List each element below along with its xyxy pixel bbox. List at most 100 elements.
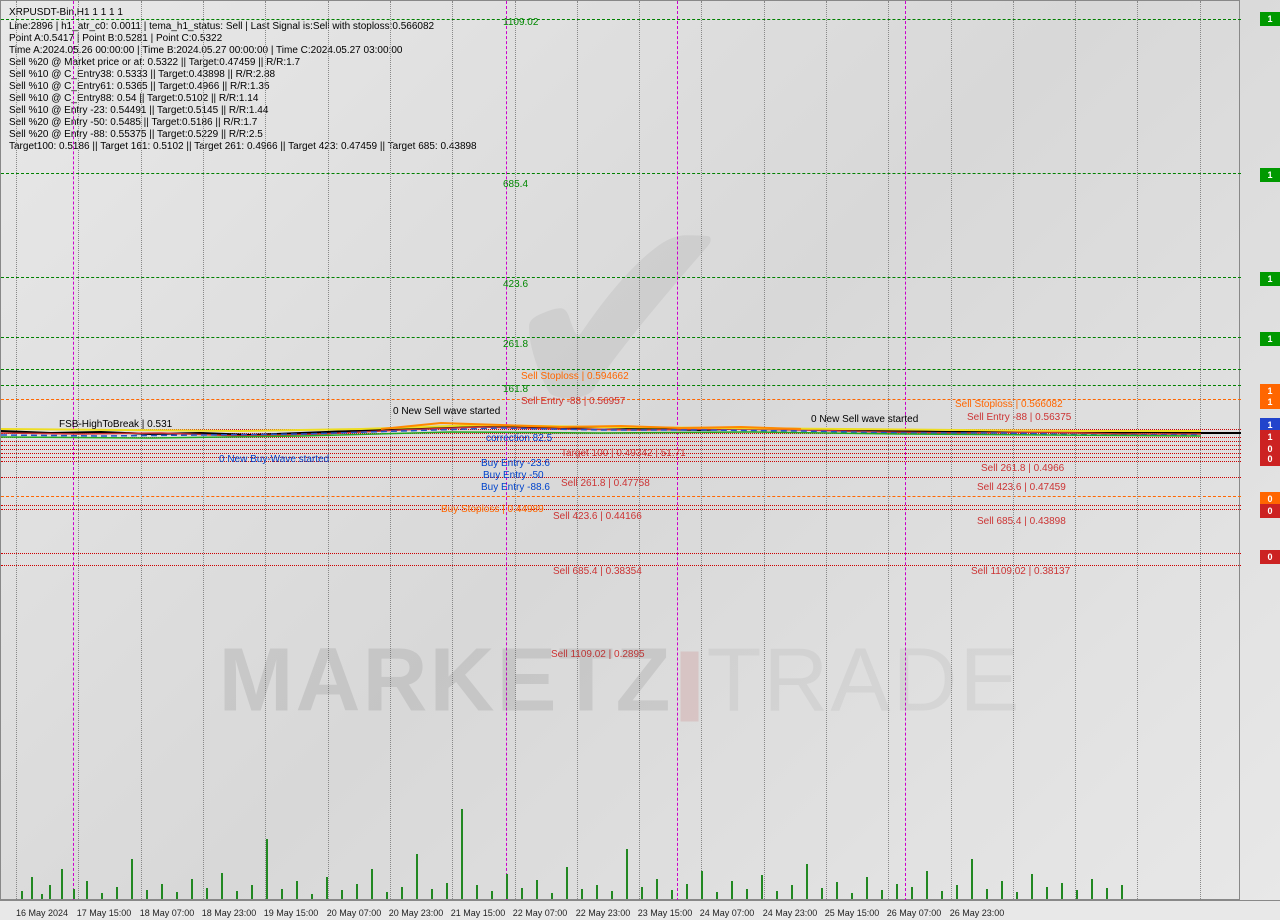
- time-axis-tick: 20 May 23:00: [389, 908, 444, 918]
- volume-bar: [461, 809, 463, 899]
- chart-annotation: correction 82.5: [486, 433, 552, 444]
- time-gridline: [141, 1, 142, 901]
- volume-bar: [49, 885, 51, 899]
- chart-annotation: Target 100 | 0.49342 | 51.71: [561, 448, 686, 459]
- info-line: Sell %10 @ C_Entry88: 0.54 || Target:0.5…: [9, 93, 258, 104]
- info-line: Target100: 0.5186 || Target 161: 0.5102 …: [9, 141, 477, 152]
- volume-bar: [911, 887, 913, 899]
- volume-bar: [86, 881, 88, 899]
- volume-bar: [341, 890, 343, 899]
- price-axis-badge: 1: [1260, 12, 1280, 26]
- time-gridline: [1200, 1, 1201, 901]
- volume-bar: [1001, 881, 1003, 899]
- fib-level-label: 261.8: [503, 339, 528, 350]
- time-axis-tick: 18 May 07:00: [140, 908, 195, 918]
- volume-bar: [1061, 883, 1063, 899]
- volume-bar: [761, 875, 763, 899]
- volume-bar: [1091, 879, 1093, 899]
- volume-bar: [791, 885, 793, 899]
- time-axis-tick: 17 May 15:00: [77, 908, 132, 918]
- chart-annotation: 0 New Sell wave started: [393, 406, 500, 417]
- fib-level-label: 423.6: [503, 279, 528, 290]
- time-gridline: [826, 1, 827, 901]
- price-axis-badge: 0: [1260, 504, 1280, 518]
- volume-bar: [986, 889, 988, 899]
- volume-bar: [146, 890, 148, 899]
- volume-bar: [611, 891, 613, 899]
- volume-bar: [641, 887, 643, 899]
- fib-level-line: [1, 173, 1241, 174]
- time-axis: 16 May 202417 May 15:0018 May 07:0018 Ma…: [0, 900, 1280, 920]
- volume-bar: [476, 885, 478, 899]
- volume-bar: [581, 889, 583, 899]
- volume-bar: [73, 889, 75, 899]
- info-line: Sell %20 @ Entry -50: 0.5485 || Target:0…: [9, 117, 257, 128]
- volume-bar: [191, 879, 193, 899]
- chart-annotation: Buy Entry -50: [483, 470, 544, 481]
- volume-bar: [926, 871, 928, 899]
- volume-bar: [626, 849, 628, 899]
- volume-bar: [656, 879, 658, 899]
- price-axis-badge: 0: [1260, 550, 1280, 564]
- chart-annotation: Sell 261.8 | 0.4966: [981, 463, 1064, 474]
- volume-bar: [566, 867, 568, 899]
- volume-bar: [776, 891, 778, 899]
- volume-bar: [161, 884, 163, 899]
- volume-bar: [311, 894, 313, 899]
- fib-level-line: [1, 369, 1241, 370]
- time-gridline: [16, 1, 17, 901]
- time-gridline: [390, 1, 391, 901]
- chart-annotation: Sell Stoploss | 0.594662: [521, 371, 629, 382]
- session-marker-line: [506, 1, 507, 901]
- session-marker-line: [905, 1, 906, 901]
- chart-area[interactable]: ✔ XRPUSDT-Bin,H1 1 1 1 1 Line:2896 | h1_…: [0, 0, 1240, 900]
- chart-annotation: Buy Entry -88.6: [481, 482, 550, 493]
- time-gridline: [265, 1, 266, 901]
- volume-bar: [731, 881, 733, 899]
- volume-bar: [596, 885, 598, 899]
- volume-bar: [521, 888, 523, 899]
- price-axis-badge: 1: [1260, 168, 1280, 182]
- time-gridline: [452, 1, 453, 901]
- volume-bar: [551, 893, 553, 899]
- time-gridline: [328, 1, 329, 901]
- volume-bar: [686, 884, 688, 899]
- stoploss-line: [1, 496, 1241, 497]
- volume-bar: [836, 882, 838, 899]
- time-gridline: [764, 1, 765, 901]
- volume-bar: [536, 880, 538, 899]
- price-indicator-band: [1, 421, 1241, 441]
- volume-bar: [131, 859, 133, 899]
- volume-bar: [821, 888, 823, 899]
- chart-annotation: Sell 423.6 | 0.47459: [977, 482, 1066, 493]
- volume-bar: [236, 891, 238, 899]
- volume-bar: [746, 889, 748, 899]
- time-gridline: [1137, 1, 1138, 901]
- volume-bar: [401, 887, 403, 899]
- fib-level-line: [1, 19, 1241, 20]
- fib-level-line: [1, 385, 1241, 386]
- time-axis-tick: 24 May 23:00: [763, 908, 818, 918]
- chart-annotation: Sell 685.4 | 0.43898: [977, 516, 1066, 527]
- price-axis-badge: 1: [1260, 332, 1280, 346]
- info-line: Time A:2024.05.26 00:00:00 | Time B:2024…: [9, 45, 402, 56]
- volume-bar: [866, 877, 868, 899]
- volume-bar: [1106, 888, 1108, 899]
- time-axis-tick: 19 May 15:00: [264, 908, 319, 918]
- volume-bar: [1016, 892, 1018, 899]
- time-axis-tick: 21 May 15:00: [451, 908, 506, 918]
- info-line: Sell %20 @ Entry -88: 0.55375 || Target:…: [9, 129, 263, 140]
- fib-level-label: 1109.02: [503, 17, 538, 28]
- time-axis-tick: 16 May 2024: [16, 908, 68, 918]
- info-line: Sell %10 @ C_Entry61: 0.5365 || Target:0…: [9, 81, 270, 92]
- chart-annotation: Sell 685.4 | 0.38354: [553, 566, 642, 577]
- volume-bar: [61, 869, 63, 899]
- volume-bar: [31, 877, 33, 899]
- volume-bar: [941, 891, 943, 899]
- volume-bar: [716, 892, 718, 899]
- time-axis-tick: 26 May 23:00: [950, 908, 1005, 918]
- volume-bar: [701, 871, 703, 899]
- volume-bar: [41, 894, 43, 899]
- volume-bar: [956, 885, 958, 899]
- time-gridline: [701, 1, 702, 901]
